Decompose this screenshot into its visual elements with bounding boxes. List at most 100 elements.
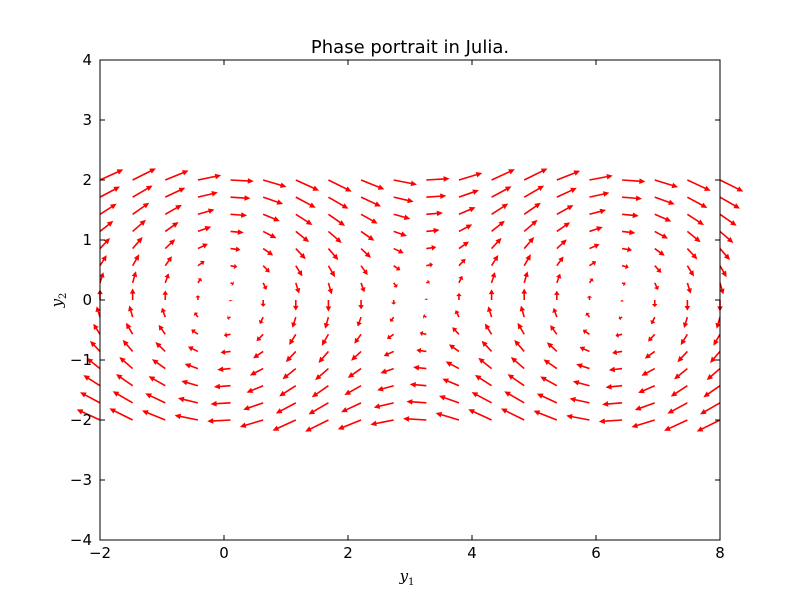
quiver-arrow xyxy=(197,173,222,181)
arrow-head xyxy=(531,219,538,226)
quiver-arrow xyxy=(262,282,268,290)
quiver-arrow xyxy=(380,367,394,374)
quiver-arrow xyxy=(554,290,560,300)
quiver-arrow xyxy=(295,179,320,191)
arrow-head xyxy=(409,382,416,388)
quiver-arrow xyxy=(677,350,688,363)
x-tick-label: 4 xyxy=(467,544,477,562)
arrow-head xyxy=(602,191,610,197)
quiver-arrow xyxy=(413,365,427,371)
arrow-shaft xyxy=(686,213,702,224)
quiver-arrow xyxy=(295,230,310,243)
quiver-arrow xyxy=(360,282,366,293)
arrow-head xyxy=(622,281,626,287)
quiver-arrow xyxy=(696,419,721,432)
quiver-arrow xyxy=(422,313,427,319)
arrow-head xyxy=(566,413,573,420)
quiver-arrow xyxy=(360,247,372,258)
arrow-shaft xyxy=(699,419,721,431)
quiver-arrow xyxy=(487,306,493,318)
arrow-shaft xyxy=(132,204,147,215)
arrow-head xyxy=(380,368,387,374)
quiver-arrow xyxy=(471,392,492,404)
quiver-arrow xyxy=(174,413,199,421)
quiver-arrow xyxy=(556,256,564,267)
quiver-arrow xyxy=(328,179,352,192)
arrow-head xyxy=(703,391,710,398)
arrow-head xyxy=(387,334,392,340)
quiver-arrow xyxy=(223,332,231,338)
arrow-head xyxy=(258,319,264,325)
quiver-arrow xyxy=(523,185,545,198)
arrow-head xyxy=(570,187,577,193)
quiver-arrow xyxy=(129,288,136,300)
arrow-head xyxy=(471,392,479,398)
arrow-shaft xyxy=(523,169,545,181)
quiver-arrow xyxy=(341,402,362,413)
arrow-head xyxy=(598,418,606,424)
quiver-arrow xyxy=(370,419,394,427)
quiver-arrow xyxy=(308,402,329,415)
arrow-head xyxy=(116,374,123,380)
quiver-arrow xyxy=(99,237,110,250)
quiver-arrow xyxy=(426,193,447,199)
quiver-arrow xyxy=(687,179,711,191)
arrow-head xyxy=(311,391,319,398)
quiver-arrow xyxy=(540,376,558,387)
arrow-head xyxy=(160,307,167,313)
arrow-head xyxy=(101,255,107,262)
arrow-head xyxy=(677,355,684,363)
y-tick-label: 2 xyxy=(82,171,92,189)
arrow-shaft xyxy=(311,402,329,414)
arrow-shaft xyxy=(145,411,166,421)
arrow-head xyxy=(151,359,159,365)
quiver-arrow xyxy=(523,168,548,181)
quiver-arrow xyxy=(426,176,450,182)
quiver-arrow xyxy=(327,248,339,261)
arrow-shaft xyxy=(569,415,590,421)
arrow-head xyxy=(704,185,711,191)
quiver-arrow xyxy=(230,263,238,270)
arrow-head xyxy=(495,237,502,245)
arrow-head xyxy=(244,195,251,201)
arrow-head xyxy=(474,374,482,381)
quiver-arrow xyxy=(670,385,688,397)
quiver-arrow xyxy=(262,213,280,222)
arrow-head xyxy=(602,401,609,407)
quiver-arrow xyxy=(239,419,264,428)
quiver-arrow xyxy=(93,323,101,335)
arrow-head xyxy=(197,278,203,282)
arrow-head xyxy=(726,236,734,243)
quiver-arrow xyxy=(164,170,189,181)
arrow-head xyxy=(528,237,535,244)
arrow-head xyxy=(454,310,460,315)
arrow-head xyxy=(431,245,437,251)
arrow-head xyxy=(289,338,295,345)
quiver-arrow xyxy=(360,265,368,276)
arrow-head xyxy=(233,263,238,270)
x-tick-label: 6 xyxy=(591,544,601,562)
quiver-arrow xyxy=(289,333,297,345)
quiver-arrow xyxy=(448,344,460,353)
quiver-arrow xyxy=(262,230,277,239)
arrow-head xyxy=(86,357,94,364)
arrow-shaft xyxy=(539,394,558,404)
quiver-arrow xyxy=(128,305,134,318)
quiver-arrow xyxy=(285,350,297,363)
quiver-arrow xyxy=(177,396,199,404)
arrow-shaft xyxy=(85,376,101,387)
quiver-arrow xyxy=(230,195,251,201)
arrow-head xyxy=(164,273,170,279)
arrow-head xyxy=(462,241,469,247)
quiver-arrow xyxy=(327,282,333,295)
quiver-arrow xyxy=(491,220,505,233)
arrow-head xyxy=(523,271,529,278)
arrow-shaft xyxy=(458,173,480,181)
arrow-head xyxy=(500,408,508,414)
quiver-arrow xyxy=(426,262,433,268)
arrow-head xyxy=(569,397,576,403)
quiver-arrow xyxy=(650,316,656,325)
quiver-arrow xyxy=(523,237,535,250)
arrow-head xyxy=(579,346,586,352)
quiver-arrow xyxy=(589,191,610,198)
